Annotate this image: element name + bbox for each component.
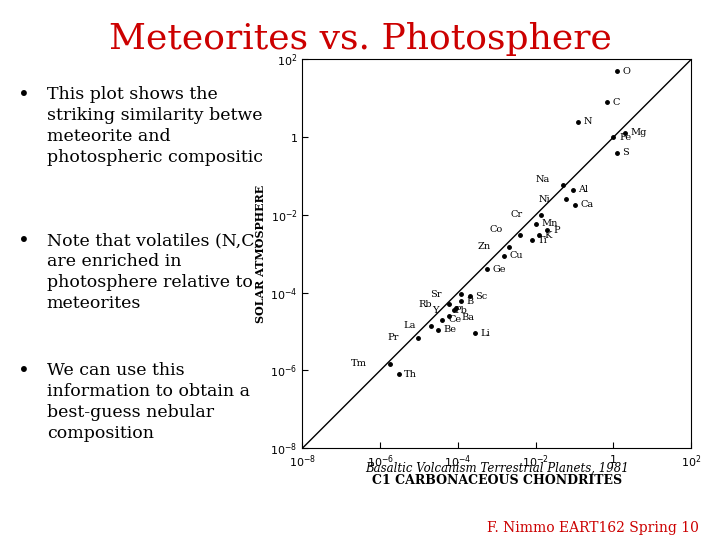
Text: K: K	[544, 231, 552, 240]
Text: Ge: Ge	[492, 265, 505, 274]
Text: Al: Al	[578, 185, 588, 194]
Y-axis label: SOLAR ATMOSPHERE: SOLAR ATMOSPHERE	[255, 185, 266, 323]
Text: Na: Na	[535, 174, 549, 184]
Text: •: •	[18, 362, 30, 381]
Text: Pr: Pr	[387, 333, 399, 342]
Text: Y: Y	[432, 306, 438, 315]
Text: Cu: Cu	[509, 251, 523, 260]
Text: Ti: Ti	[537, 236, 547, 245]
Text: Mg: Mg	[631, 128, 647, 137]
Text: Th: Th	[404, 370, 417, 379]
Text: S: S	[622, 148, 629, 157]
Text: Cr: Cr	[510, 211, 523, 219]
Text: Pb: Pb	[455, 306, 468, 315]
Text: La: La	[403, 321, 415, 330]
Text: Ni: Ni	[538, 195, 550, 204]
Text: Ba: Ba	[462, 313, 474, 322]
Text: C: C	[613, 98, 621, 106]
Text: Li: Li	[481, 329, 490, 338]
Text: Ce: Ce	[448, 315, 461, 325]
X-axis label: C1 CARBONACEOUS CHONDRITES: C1 CARBONACEOUS CHONDRITES	[372, 474, 622, 487]
Text: Rb: Rb	[419, 300, 433, 309]
Text: Zn: Zn	[478, 242, 491, 252]
Text: Mn: Mn	[541, 219, 557, 228]
Text: P: P	[553, 226, 559, 235]
Text: Ca: Ca	[580, 200, 593, 210]
Text: N: N	[583, 117, 592, 126]
Text: Tm: Tm	[351, 359, 367, 368]
Text: Be: Be	[443, 326, 456, 334]
Text: Sr: Sr	[431, 290, 442, 299]
Text: •: •	[18, 86, 30, 105]
Text: Basaltic Volcanism Terrestrial Planets, 1981: Basaltic Volcanism Terrestrial Planets, …	[365, 462, 629, 475]
Text: •: •	[18, 232, 30, 251]
Text: Note that volatiles (N,C,
are enriched in
photosphere relative to
meteorites: Note that volatiles (N,C, are enriched i…	[47, 232, 259, 312]
Text: B: B	[467, 297, 474, 306]
Text: F. Nimmo EART162 Spring 10: F. Nimmo EART162 Spring 10	[487, 521, 698, 535]
Text: O: O	[622, 66, 630, 76]
Text: We can use this
information to obtain a
best-guess nebular
composition: We can use this information to obtain a …	[47, 362, 250, 442]
Text: Co: Co	[490, 225, 503, 234]
Text: Sc: Sc	[475, 292, 487, 301]
Text: This plot shows the
striking similarity betwe
meteorite and
photospheric composi: This plot shows the striking similarity …	[47, 86, 263, 166]
Text: Meteorites vs. Photosphere: Meteorites vs. Photosphere	[109, 22, 611, 56]
Text: Fe: Fe	[619, 133, 631, 141]
